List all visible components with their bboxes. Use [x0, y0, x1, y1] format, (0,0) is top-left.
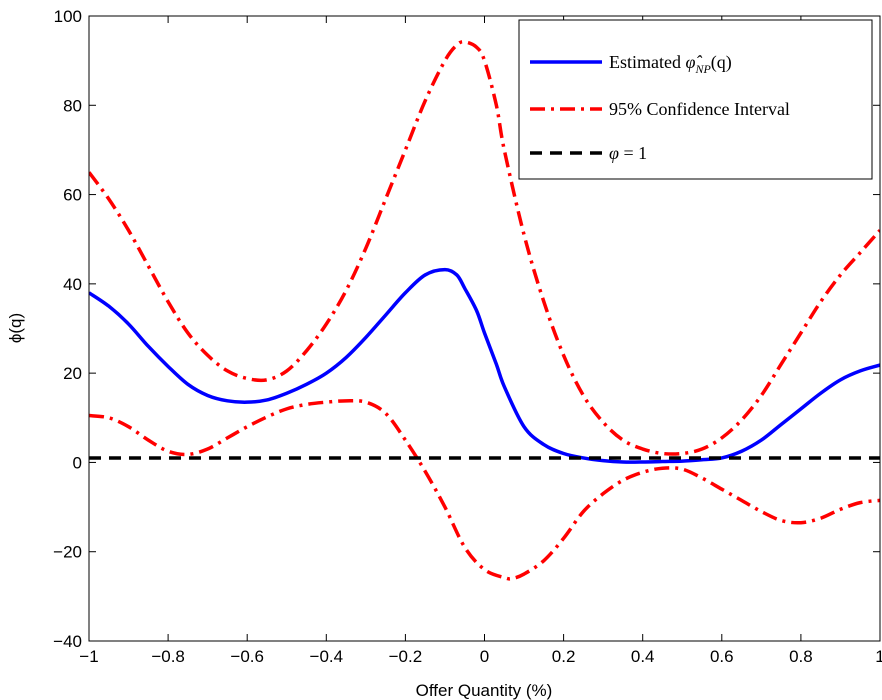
legend-estimate-text: Estimated [609, 52, 685, 72]
y-tick-label: 0 [73, 453, 82, 472]
x-tick-label: 0.4 [631, 647, 655, 666]
legend-phi-symbol: φ [609, 143, 619, 163]
x-tick-label: 0.8 [789, 647, 813, 666]
legend-label-phi-one: φ = 1 [609, 143, 647, 163]
x-tick-label: 1 [875, 647, 882, 666]
x-tick-label: −0.6 [230, 647, 264, 666]
x-axis-label: Offer Quantity (%) [416, 681, 553, 700]
legend: Estimated φ̂NP(q) 95% Confidence Interva… [518, 19, 873, 180]
x-tick-label: 0 [480, 647, 489, 666]
y-tick-label: 40 [63, 275, 82, 294]
y-tick-label: 80 [63, 96, 82, 115]
tick-layer: −1 −0.8 −0.6 −0.4 −0.2 0 0.2 0.4 0.6 0.8 1 −40 −20 0 2… [53, 7, 882, 666]
y-tick-label: 100 [54, 7, 82, 26]
y-tick-label: 60 [63, 186, 82, 205]
series-line-estimate [89, 267, 880, 464]
x-tick-label: 0.6 [710, 647, 734, 666]
legend-phi-text: = 1 [619, 143, 647, 163]
x-tick-label: −0.4 [310, 647, 344, 666]
x-tick-label: −0.8 [151, 647, 185, 666]
y-tick-label: −20 [53, 543, 82, 562]
legend-label-ci: 95% Confidence Interval [609, 99, 790, 119]
legend-estimate-suffix: (q) [711, 52, 732, 73]
series-line-ci-lower [89, 398, 880, 581]
series-layer [89, 40, 880, 581]
x-tick-label: −1 [79, 647, 98, 666]
y-axis-label: ϕ(q) [6, 313, 25, 343]
series-line-ci-upper [89, 40, 880, 456]
x-tick-label: −0.2 [389, 647, 423, 666]
y-tick-label: 20 [63, 364, 82, 383]
y-tick-label: −40 [53, 632, 82, 651]
legend-label-estimate: Estimated φ̂NP(q) [609, 52, 732, 76]
legend-estimate-sub: NP [694, 62, 711, 76]
x-tick-label: 0.2 [552, 647, 576, 666]
